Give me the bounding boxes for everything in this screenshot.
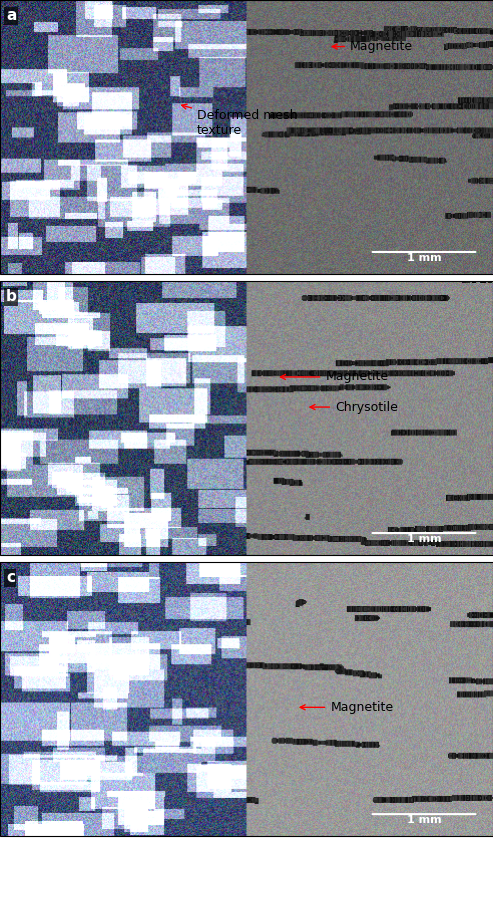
Text: Deformed mesh
texture: Deformed mesh texture: [181, 104, 298, 137]
Text: a: a: [6, 8, 16, 23]
Text: 1 mm: 1 mm: [407, 815, 441, 825]
Text: 1 mm: 1 mm: [407, 253, 441, 263]
Text: Magnetite: Magnetite: [300, 700, 393, 714]
Bar: [365, 800, 483, 828]
Text: c: c: [6, 570, 15, 585]
Text: b: b: [6, 289, 17, 304]
Text: Magnetite: Magnetite: [332, 40, 413, 53]
Bar: [365, 238, 483, 266]
Text: Chrysotile: Chrysotile: [310, 401, 398, 414]
Text: Magnetite: Magnetite: [281, 371, 388, 383]
Bar: [365, 519, 483, 547]
Text: 1 mm: 1 mm: [407, 534, 441, 544]
